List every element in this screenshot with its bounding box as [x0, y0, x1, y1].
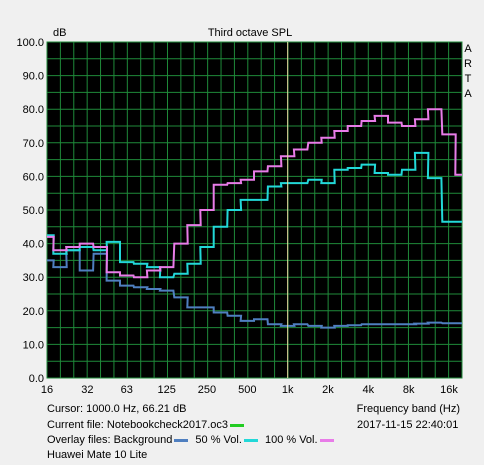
- grid-lines: [46, 41, 463, 379]
- x-axis-label-text: Frequency band (Hz): [356, 403, 460, 415]
- side-label-letter: T: [465, 73, 472, 85]
- side-label-letter: A: [464, 88, 472, 100]
- x-tick-label: 1k: [282, 384, 294, 396]
- side-label-letter: A: [464, 43, 472, 55]
- y-tick-label: 40.0: [23, 239, 44, 251]
- overlay-files-text: Overlay files: Background: [47, 434, 173, 446]
- x-tick-label: 32: [81, 384, 93, 396]
- x-tick-label: 4k: [363, 384, 375, 396]
- timestamp: 2017-11-15 22:40:01: [357, 419, 458, 431]
- y-tick-label: 100.0: [16, 37, 44, 49]
- current-file-text: Current file: Notebookcheck2017.oc3: [47, 419, 228, 431]
- overlay-files-row: Overlay files: Background 50 % Vol. 100 …: [47, 434, 338, 446]
- y-tick-label: 70.0: [23, 138, 44, 150]
- x-tick-label: 16: [41, 384, 53, 396]
- legend-label-50: 50 % Vol.: [195, 434, 242, 446]
- series-lines: [47, 108, 462, 329]
- device-name: Huawei Mate 10 Lite: [47, 449, 147, 461]
- x-tick-label: 16k: [440, 384, 458, 396]
- y-tick-label: 80.0: [23, 104, 44, 116]
- device-name-text: Huawei Mate 10 Lite: [47, 449, 148, 461]
- y-tick-labels: 0.0 10.0 20.0 30.0 40.0 50.0 60.0 70.0 80.0 90.0 1…: [16, 37, 44, 385]
- spl-chart: Third octave SPL dB 0.0 10.0 20.0 30.0 40.0 5…: [16, 27, 472, 396]
- x-tick-label: 500: [238, 384, 256, 396]
- timestamp-text: 2017-11-15 22:40:01: [357, 419, 459, 431]
- plot-border: [46, 41, 463, 379]
- x-tick-label: 2k: [322, 384, 334, 396]
- x-tick-label: 8k: [403, 384, 415, 396]
- x-axis-label: Frequency band (Hz): [357, 403, 460, 415]
- cursor-readout: Cursor: 1000.0 Hz, 66.21 dB: [47, 403, 186, 415]
- chart-title: Third octave SPL: [208, 27, 292, 39]
- x-tick-label: 250: [198, 384, 216, 396]
- current-file-swatch: [230, 423, 244, 427]
- y-tick-label: 10.0: [23, 339, 44, 351]
- y-tick-label: 60.0: [23, 171, 44, 183]
- legend-swatch-100: [319, 438, 334, 442]
- x-tick-label: 125: [157, 384, 175, 396]
- side-label-letter: R: [464, 58, 472, 70]
- y-axis-unit-label: dB: [53, 27, 66, 39]
- y-tick-label: 0.0: [29, 373, 44, 385]
- series-line-100-vol-: [47, 108, 462, 279]
- y-tick-label: 20.0: [23, 306, 44, 318]
- legend-label-100: 100 % Vol.: [264, 434, 318, 446]
- y-tick-label: 30.0: [23, 272, 44, 284]
- y-tick-label: 90.0: [23, 71, 44, 83]
- x-tick-label: 63: [121, 384, 133, 396]
- series-line-50-vol-: [47, 151, 462, 279]
- current-file-row: Current file: Notebookcheck2017.oc3: [47, 419, 248, 431]
- series-line-background: [47, 249, 462, 329]
- legend-swatch-50: [243, 438, 258, 442]
- legend-swatch-background: [174, 438, 189, 442]
- cursor-text: Cursor: 1000.0 Hz, 66.21 dB: [47, 403, 187, 415]
- x-tick-labels: 16 32 63 125 250 500 1k 2k 4k 8k 16k: [41, 384, 458, 396]
- y-tick-label: 50.0: [23, 205, 44, 217]
